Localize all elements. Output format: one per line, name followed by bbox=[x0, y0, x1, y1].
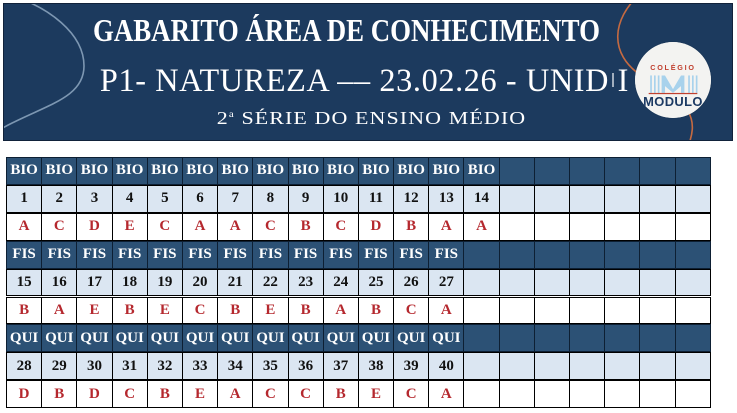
svg-text:MODULO: MODULO bbox=[643, 94, 703, 109]
svg-text:COLÉGIO: COLÉGIO bbox=[650, 63, 696, 72]
